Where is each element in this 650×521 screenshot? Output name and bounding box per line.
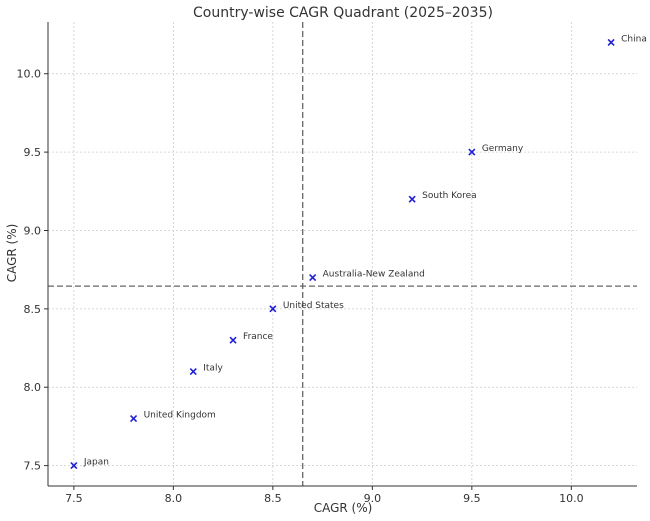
axes bbox=[47, 22, 637, 487]
point-label: France bbox=[243, 332, 273, 342]
y-axis-label: CAGR (%) bbox=[5, 224, 19, 283]
point-marker bbox=[607, 38, 615, 46]
data-point: China bbox=[607, 34, 647, 46]
x-axis-label: CAGR (%) bbox=[314, 501, 373, 515]
point-marker bbox=[189, 368, 197, 376]
y-axis-ticks: 7.5 8.0 8.5 9.0 9.5 10.0 bbox=[17, 68, 48, 473]
point-marker bbox=[309, 273, 317, 282]
point-label: United Kingdom bbox=[144, 411, 216, 421]
x-tick-label: 8.5 bbox=[264, 492, 282, 505]
y-tick-label: 9.5 bbox=[24, 146, 42, 159]
point-label: Japan bbox=[83, 458, 109, 468]
x-tick-label: 8.0 bbox=[165, 492, 183, 505]
data-point: Australia-New Zealand bbox=[309, 270, 425, 282]
y-tick-label: 7.5 bbox=[24, 460, 42, 473]
y-tick-label: 10.0 bbox=[17, 68, 42, 81]
point-marker bbox=[468, 148, 476, 156]
point-marker bbox=[129, 415, 138, 423]
x-tick-label: 9.5 bbox=[463, 492, 481, 505]
point-label: China bbox=[621, 34, 647, 44]
point-marker bbox=[229, 336, 237, 344]
point-label: Australia-New Zealand bbox=[323, 270, 425, 280]
data-points: China Germany South Korea Australia-New Zea… bbox=[70, 34, 647, 470]
point-marker bbox=[408, 195, 416, 203]
grid bbox=[48, 22, 637, 486]
point-marker bbox=[269, 305, 277, 313]
reference-lines bbox=[48, 22, 637, 486]
y-tick-label: 8.0 bbox=[24, 381, 42, 394]
x-tick-label: 7.5 bbox=[65, 492, 83, 505]
data-point: United States bbox=[269, 301, 344, 313]
chart-title: Country-wise CAGR Quadrant (2025–2035) bbox=[193, 5, 493, 21]
point-label: South Korea bbox=[422, 191, 477, 201]
y-tick-label: 9.0 bbox=[24, 224, 42, 237]
y-tick-label: 8.5 bbox=[24, 303, 42, 316]
data-point: Japan bbox=[70, 458, 109, 470]
x-axis-ticks: 7.5 8.0 8.5 9.0 9.5 10.0 bbox=[65, 486, 584, 505]
x-tick-label: 9.0 bbox=[364, 492, 382, 505]
data-point: Italy bbox=[189, 364, 223, 376]
data-point: South Korea bbox=[408, 191, 477, 203]
point-marker bbox=[70, 462, 78, 470]
data-point: United Kingdom bbox=[129, 411, 216, 423]
data-point: France bbox=[229, 332, 273, 344]
point-label: Italy bbox=[203, 364, 223, 374]
point-label: United States bbox=[283, 301, 344, 311]
x-tick-label: 10.0 bbox=[559, 492, 584, 505]
data-point: Germany bbox=[468, 144, 524, 156]
point-label: Germany bbox=[482, 144, 524, 154]
